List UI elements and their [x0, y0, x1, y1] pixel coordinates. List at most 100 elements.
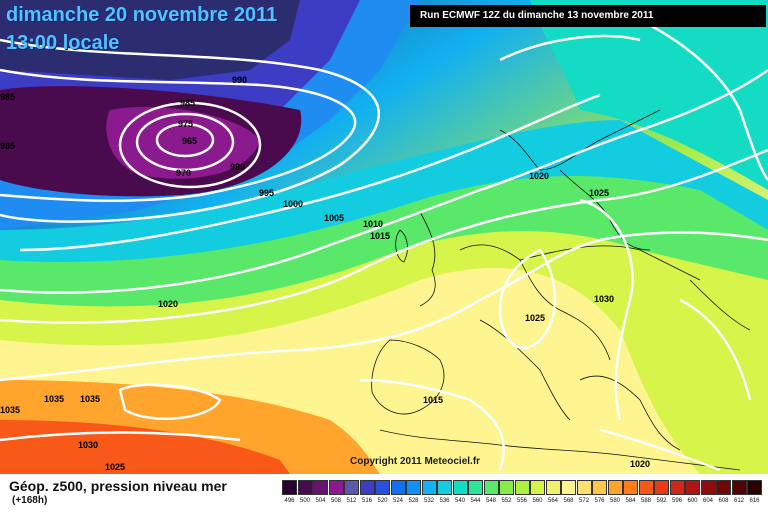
- scale-swatch: [313, 480, 328, 495]
- pressure-label: 1020: [158, 299, 178, 309]
- scale-swatch: [514, 480, 530, 495]
- forecast-date: dimanche 20 novembre 2011: [6, 4, 278, 26]
- scale-swatch: [390, 480, 406, 495]
- forecast-time: 13:00 locale: [6, 32, 120, 54]
- pressure-label: 1020: [529, 171, 549, 181]
- pressure-label: 1030: [78, 440, 98, 450]
- legend-bar: Géop. z500, pression niveau mer (+168h) …: [0, 474, 768, 512]
- scale-value-label: 560: [532, 498, 543, 504]
- isobars: [0, 18, 768, 472]
- scale-value-label: 552: [501, 498, 512, 504]
- scale-value-label: 532: [423, 498, 434, 504]
- pressure-label: 1035: [0, 405, 20, 415]
- scale-swatch: [328, 480, 344, 495]
- scale-value-label: 520: [377, 498, 388, 504]
- scale-swatch: [499, 480, 514, 495]
- scale-value-label: 588: [640, 498, 651, 504]
- scale-swatch: [561, 480, 576, 495]
- scale-swatch: [452, 480, 468, 495]
- pressure-label: 1030: [594, 294, 614, 304]
- scale-value-label: 516: [361, 498, 372, 504]
- copyright-notice: Copyright 2011 Meteociel.fr: [350, 456, 481, 467]
- scale-value-label: 540: [454, 498, 465, 504]
- scale-swatch: [716, 480, 731, 495]
- scale-swatch: [437, 480, 452, 495]
- scale-value-label: 596: [671, 498, 682, 504]
- coastlines: [371, 109, 751, 471]
- scale-swatch: [297, 480, 313, 495]
- scale-value-label: 592: [656, 498, 667, 504]
- zone-navy: [0, 0, 300, 80]
- pressure-label: 1015: [370, 231, 390, 241]
- scale-value-label: 576: [594, 498, 605, 504]
- scale-swatch: [685, 480, 700, 495]
- pressure-label: 1035: [80, 394, 100, 404]
- scale-swatch: [545, 480, 561, 495]
- scale-value-label: 572: [578, 498, 589, 504]
- pressure-label: 1000: [283, 199, 303, 209]
- run-info-box: Run ECMWF 12Z du dimanche 13 novembre 20…: [410, 5, 766, 27]
- pressure-label: 1015: [423, 395, 443, 405]
- scale-value-label: 504: [315, 498, 326, 504]
- scale-swatch: [592, 480, 607, 495]
- pressure-label: 970: [176, 168, 191, 178]
- scale-value-label: 512: [346, 498, 357, 504]
- scale-value-label: 580: [609, 498, 620, 504]
- scale-value-label: 568: [563, 498, 574, 504]
- scale-value-label: 612: [733, 498, 744, 504]
- field-label: Géop. z500, pression niveau mer: [9, 478, 227, 494]
- pressure-label: 1025: [525, 313, 545, 323]
- pressure-label: 985: [0, 141, 15, 151]
- scale-swatch: [731, 480, 747, 495]
- pressure-label: 1005: [324, 213, 344, 223]
- scale-swatch: [282, 480, 297, 495]
- pressure-label: 985: [0, 92, 15, 102]
- scale-value-label: 604: [702, 498, 713, 504]
- scale-swatch: [654, 480, 669, 495]
- scale-value-label: 536: [439, 498, 450, 504]
- scale-value-label: 600: [687, 498, 698, 504]
- scale-value-label: 496: [284, 498, 295, 504]
- scale-swatch: [747, 480, 762, 495]
- scale-swatch: [576, 480, 592, 495]
- pressure-label: 965: [182, 136, 197, 146]
- scale-value-label: 564: [547, 498, 558, 504]
- lead-time: (+168h): [12, 495, 48, 506]
- scale-value-label: 608: [718, 498, 729, 504]
- scale-swatch: [421, 480, 437, 495]
- scale-value-label: 524: [392, 498, 403, 504]
- scale-swatch: [468, 480, 483, 495]
- zone-teal-ne: [530, 0, 768, 190]
- scale-swatch: [375, 480, 390, 495]
- scale-value-label: 584: [625, 498, 636, 504]
- scale-swatch: [359, 480, 375, 495]
- scale-value-label: 544: [470, 498, 481, 504]
- geopotential-map: 985 985 990 985 975 965 970 980 995 1000…: [0, 0, 768, 474]
- scale-swatch: [669, 480, 685, 495]
- scale-swatch: [483, 480, 499, 495]
- pressure-label: 1020: [630, 459, 650, 469]
- scale-value-label: 616: [749, 498, 760, 504]
- pressure-label: 985: [180, 98, 195, 108]
- pressure-label: 980: [230, 162, 245, 172]
- scale-swatch: [638, 480, 654, 495]
- pressure-label: 1025: [589, 188, 609, 198]
- scale-swatch: [530, 480, 545, 495]
- pressure-label: 1025: [105, 462, 125, 472]
- pressure-label: 1010: [363, 219, 383, 229]
- scale-value-label: 556: [516, 498, 527, 504]
- scale-value-label: 508: [330, 498, 341, 504]
- scale-value-label: 548: [485, 498, 496, 504]
- scale-value-label: 528: [408, 498, 419, 504]
- scale-swatch: [607, 480, 623, 495]
- pressure-label: 975: [178, 119, 193, 129]
- pressure-labels: 985 985 990 985 975 965 970 980 995 1000…: [0, 75, 650, 472]
- pressure-label: 990: [232, 75, 247, 85]
- scale-swatch: [344, 480, 359, 495]
- pressure-label: 995: [259, 188, 274, 198]
- scale-swatch: [700, 480, 716, 495]
- scale-swatch: [406, 480, 421, 495]
- scale-swatch: [623, 480, 638, 495]
- pressure-label: 1035: [44, 394, 64, 404]
